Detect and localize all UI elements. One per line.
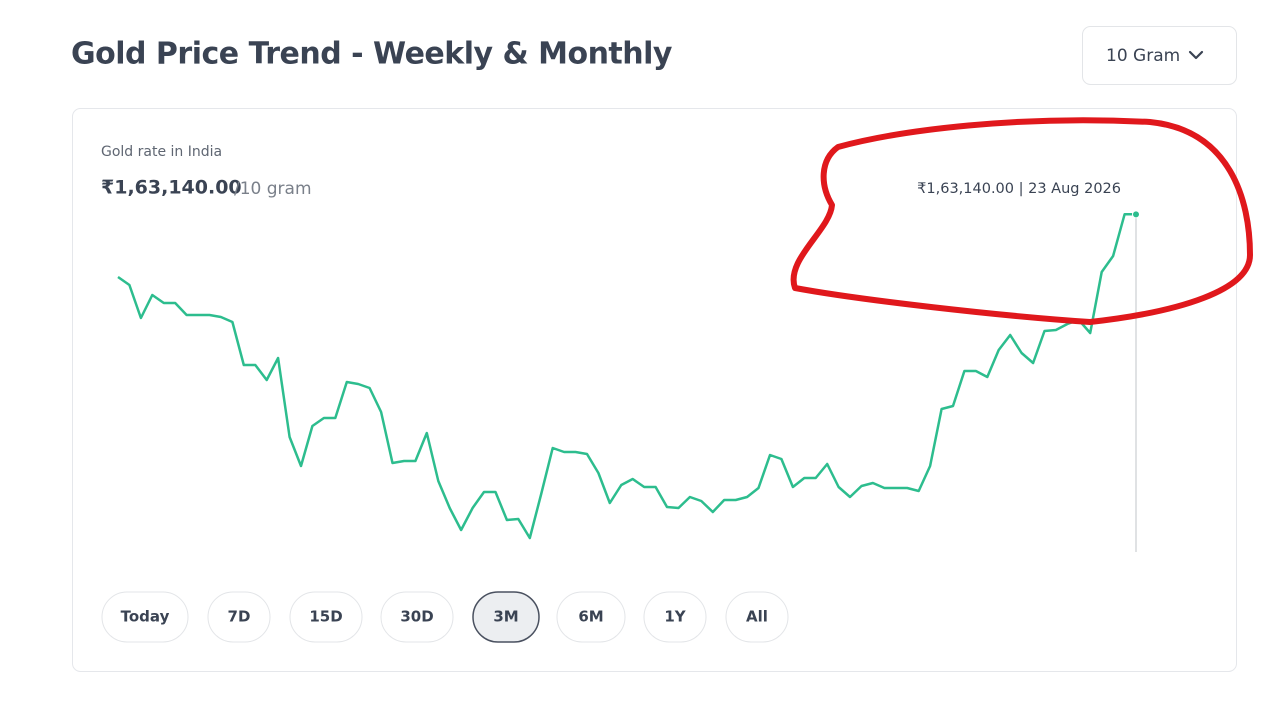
button-label[interactable]: 3M	[493, 608, 518, 626]
range-button[interactable]: 7D	[207, 591, 271, 643]
price-line	[117, 213, 1136, 540]
button-pill[interactable]	[556, 591, 626, 643]
dropdown-box[interactable]	[1082, 26, 1237, 85]
button-label[interactable]: 6M	[578, 608, 603, 626]
range-button[interactable]: 1Y	[643, 591, 707, 643]
chevron[interactable]	[1188, 50, 1204, 60]
button-label[interactable]: 15D	[309, 608, 342, 626]
button-pill[interactable]	[289, 591, 363, 643]
button-pill[interactable]	[207, 591, 271, 643]
hover-dot	[1132, 210, 1140, 219]
range-button[interactable]: 30D	[380, 591, 454, 643]
button-pill[interactable]	[643, 591, 707, 643]
range-button[interactable]: 15D	[289, 591, 363, 643]
price: ₹1,63,140.00	[101, 177, 242, 199]
range-button[interactable]: 6M	[556, 591, 626, 643]
button-label[interactable]: 30D	[400, 608, 433, 626]
hand-drawn-circle	[790, 117, 1253, 325]
unit-dropdown[interactable]: 10 Gram	[1082, 26, 1237, 85]
range-buttons: Today 7D 15D 30D 3M 6M 1Y All	[101, 591, 789, 643]
button-label[interactable]: 1Y	[664, 608, 686, 626]
tooltip: ₹1,63,140.00 | 23 Aug 2026	[917, 181, 1121, 197]
plot	[117, 210, 1140, 552]
page-title: Gold Price Trend - Weekly & Monthly	[71, 37, 673, 72]
button-label[interactable]: All	[746, 608, 768, 626]
button-pill[interactable]	[380, 591, 454, 643]
button-pill[interactable]	[101, 591, 189, 643]
button-pill[interactable]	[725, 591, 789, 643]
range-button[interactable]: 3M	[472, 591, 540, 643]
dropdown-label[interactable]: 10 Gram	[1106, 46, 1180, 66]
button-pill[interactable]	[472, 591, 540, 643]
price-unit: /10 gram	[234, 179, 312, 199]
range-button[interactable]: Today	[101, 591, 189, 643]
range-button[interactable]: All	[725, 591, 789, 643]
chart-card	[72, 108, 1237, 672]
button-label[interactable]: 7D	[228, 608, 251, 626]
card-label: Gold rate in India	[101, 144, 222, 160]
button-label[interactable]: Today	[121, 608, 170, 626]
